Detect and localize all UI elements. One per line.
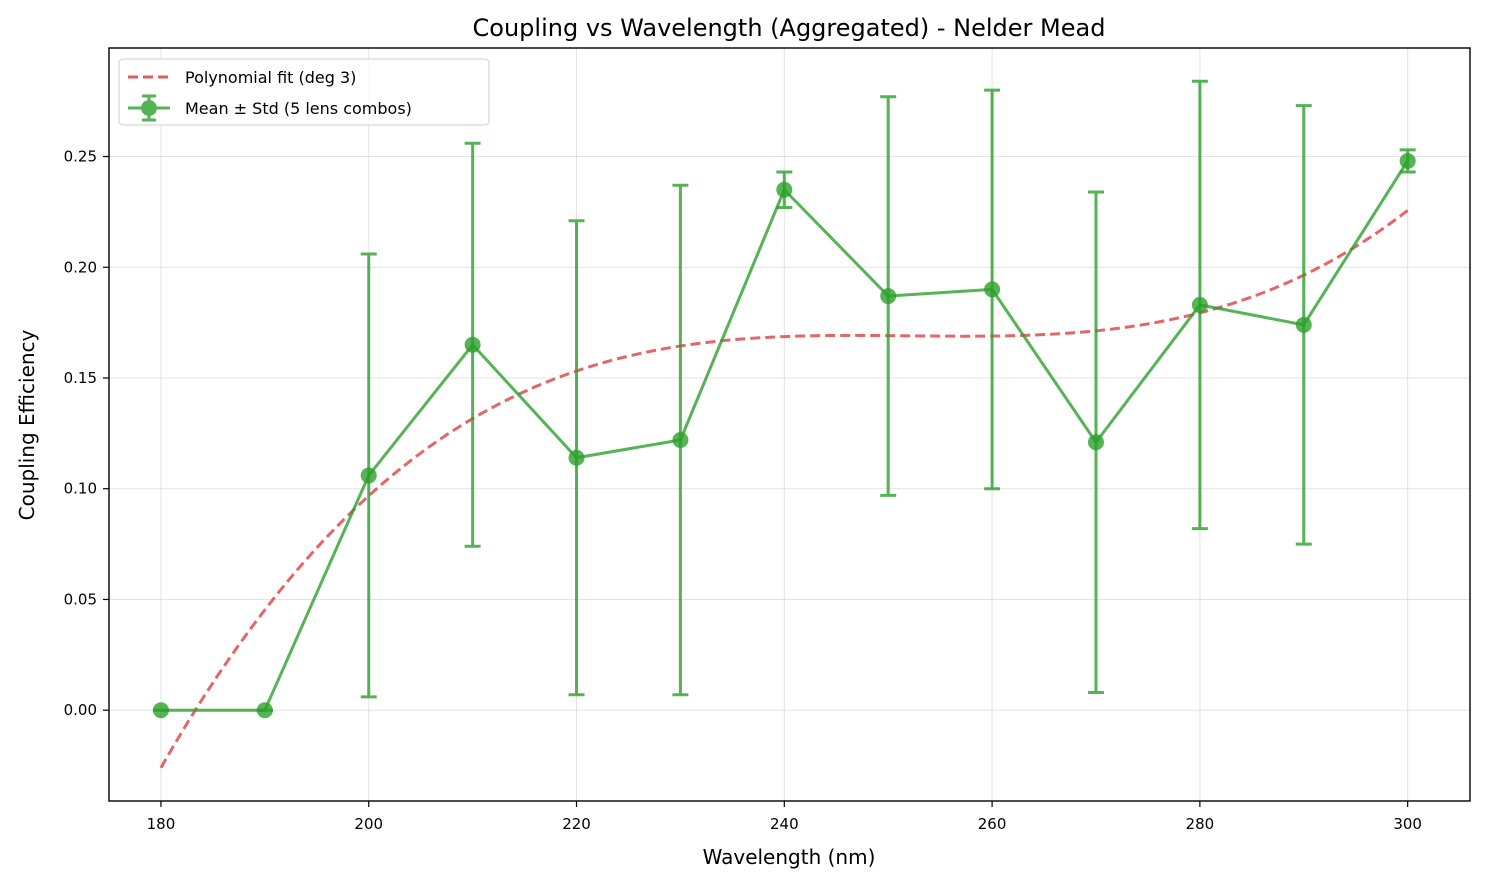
- x-tick-label: 220: [562, 815, 591, 833]
- mean-point: [672, 432, 689, 449]
- x-tick-label: 300: [1393, 815, 1422, 833]
- mean-point: [360, 467, 377, 484]
- mean-point: [464, 336, 481, 353]
- plot-frame: [108, 47, 1471, 802]
- legend-mean-swatch: [128, 94, 170, 122]
- x-axis-title: Wavelength (nm): [703, 845, 876, 869]
- x-tick-label: 280: [1186, 815, 1215, 833]
- mean-point: [256, 702, 273, 719]
- legend-mean-label: Mean ± Std (5 lens combos): [185, 99, 412, 118]
- legend-mean-glyph: [128, 94, 170, 122]
- y-tick-label: 0.10: [64, 480, 97, 498]
- x-axis: 180 200 220 240 260 280 300: [147, 801, 1422, 833]
- mean-point: [1191, 296, 1208, 313]
- mean-point: [1087, 434, 1104, 451]
- y-tick-label: 0.25: [64, 148, 97, 166]
- legend: Polynomial fit (deg 3) Mean ± Std (5 len…: [118, 58, 490, 126]
- legend-fit-label: Polynomial fit (deg 3): [185, 68, 356, 87]
- mean-point: [880, 288, 897, 305]
- y-axis-title: Coupling Efficiency: [15, 329, 39, 520]
- series-layer: [152, 79, 1416, 719]
- x-tick-label: 180: [147, 815, 176, 833]
- y-tick-label: 0.05: [64, 590, 97, 608]
- mean-point: [1295, 316, 1312, 333]
- mean-point: [152, 702, 169, 719]
- mean-point: [1399, 152, 1416, 169]
- legend-mean-marker: [141, 100, 157, 116]
- chart-title: Coupling vs Wavelength (Aggregated) - Ne…: [473, 14, 1106, 42]
- x-tick-label: 260: [978, 815, 1007, 833]
- y-tick-label: 0.00: [64, 701, 97, 719]
- y-tick-label: 0.20: [64, 258, 97, 276]
- legend-box: [118, 58, 490, 126]
- y-axis: 0.00 0.05 0.10 0.15 0.20 0.25: [64, 148, 109, 719]
- y-tick-label: 0.15: [64, 369, 97, 387]
- mean-point: [568, 449, 585, 466]
- x-tick-label: 200: [354, 815, 383, 833]
- x-tick-label: 240: [770, 815, 799, 833]
- mean-point: [984, 281, 1001, 298]
- mean-point: [776, 181, 793, 198]
